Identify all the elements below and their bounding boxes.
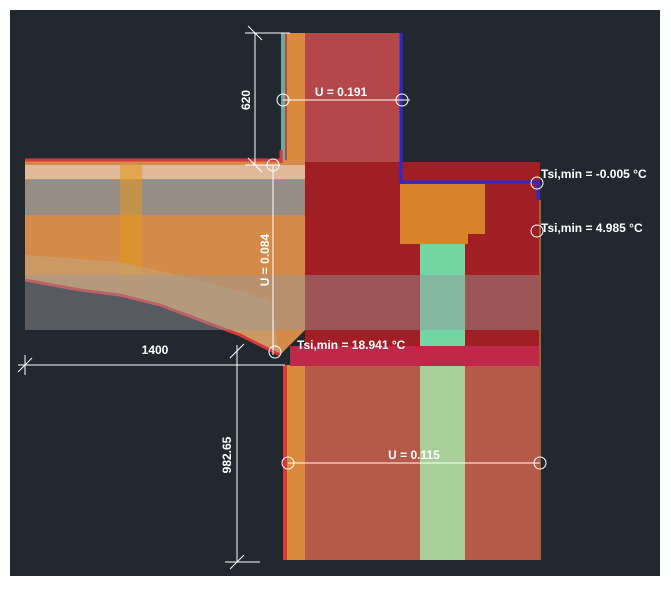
dimension-label: 982.65 (220, 436, 234, 473)
upper-insulation (287, 33, 305, 183)
slab-top-layer (25, 165, 305, 179)
boundary (399, 33, 540, 200)
upper-edge (281, 33, 285, 163)
temperature-label: Tsi,min = 18.941 °C (297, 338, 406, 352)
u-value-label: U = 0.191 (315, 85, 368, 99)
column-top (420, 244, 465, 364)
dimensions (17, 25, 540, 570)
beam-lip (400, 234, 468, 244)
slab-strip (120, 165, 142, 295)
dimension-label: 620 (239, 90, 253, 110)
slab-steps (25, 255, 280, 355)
slab-band (25, 180, 305, 215)
dimension-label: 1400 (142, 343, 169, 357)
beam (400, 184, 485, 234)
red-band (290, 346, 540, 366)
slab-edge (24, 278, 281, 357)
column-bottom (420, 364, 465, 560)
u-value-label: U = 0.084 (258, 233, 272, 286)
overlay-band (25, 275, 540, 330)
temperature-label: Tsi,min = -0.005 °C (541, 167, 647, 181)
temperature-label: Tsi,min = 4.985 °C (541, 221, 643, 235)
markers (266, 93, 547, 470)
lower-edge (283, 365, 287, 560)
u-value-label: U = 0.115 (388, 448, 440, 462)
